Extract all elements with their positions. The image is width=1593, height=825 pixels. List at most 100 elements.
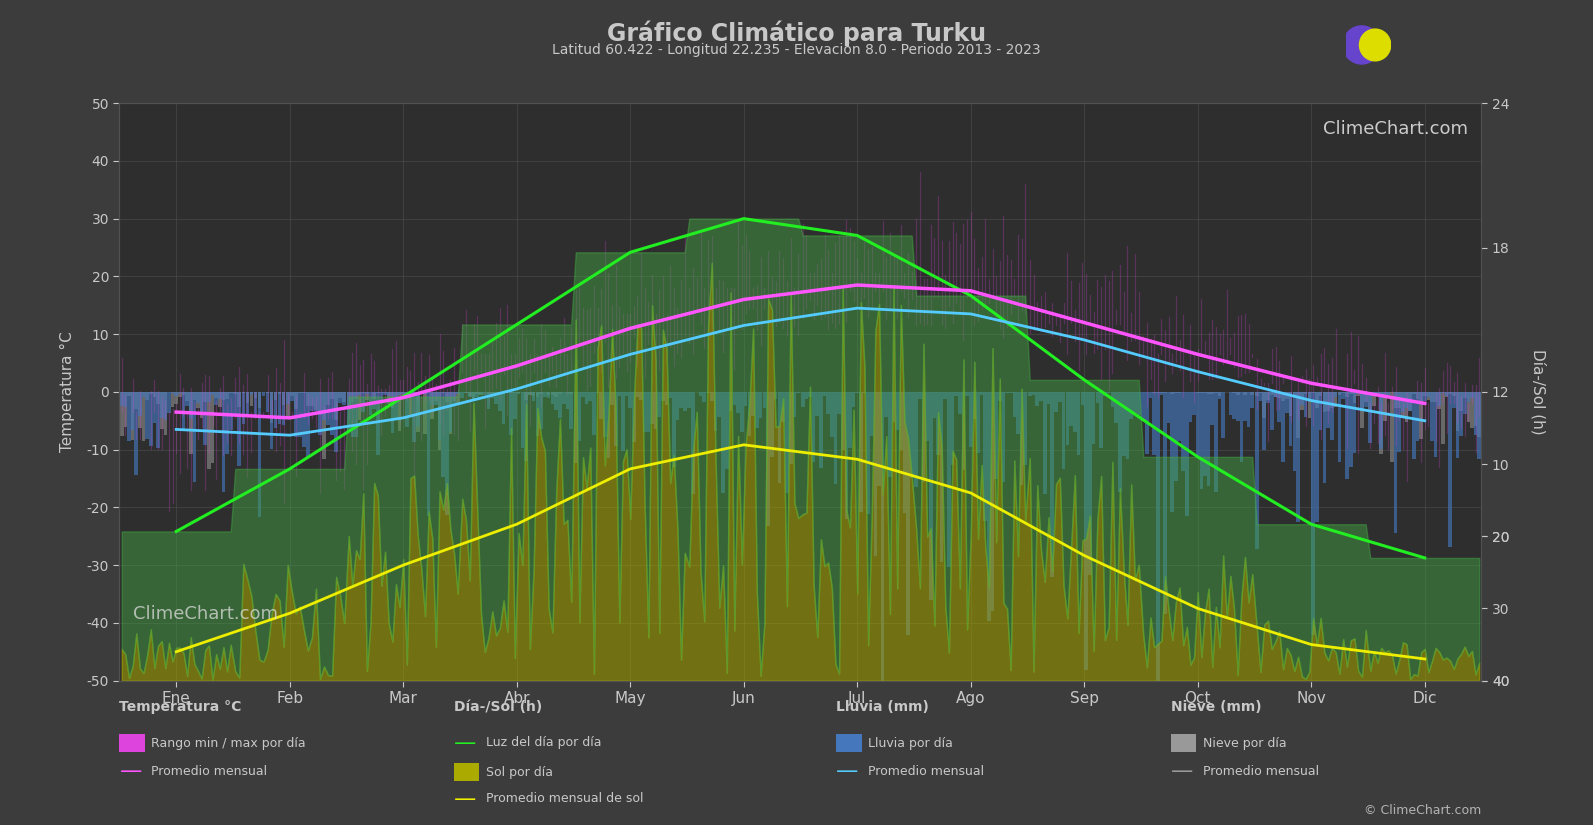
- Bar: [1077, 392, 1080, 455]
- Bar: [350, 392, 354, 402]
- Bar: [405, 392, 409, 427]
- Circle shape: [1359, 29, 1391, 61]
- Bar: [747, 392, 752, 436]
- Bar: [505, 392, 510, 393]
- Bar: [1278, 392, 1281, 398]
- Bar: [468, 392, 472, 396]
- Bar: [895, 392, 898, 430]
- Bar: [1416, 392, 1419, 441]
- Bar: [1214, 392, 1217, 394]
- Bar: [1386, 392, 1391, 395]
- Bar: [1278, 392, 1281, 422]
- Bar: [1043, 392, 1047, 494]
- Bar: [1233, 392, 1236, 418]
- Bar: [1289, 392, 1292, 446]
- Bar: [1214, 392, 1217, 492]
- Circle shape: [1343, 26, 1381, 64]
- Bar: [1286, 392, 1289, 398]
- Bar: [618, 392, 621, 395]
- Bar: [303, 392, 306, 446]
- Bar: [728, 392, 733, 411]
- Bar: [1311, 392, 1314, 393]
- Bar: [1002, 392, 1005, 482]
- Text: Promedio mensual de sol: Promedio mensual de sol: [486, 792, 644, 805]
- Bar: [393, 392, 398, 420]
- Bar: [338, 392, 342, 398]
- Bar: [714, 392, 717, 431]
- Bar: [1300, 392, 1303, 410]
- Bar: [303, 392, 306, 393]
- Bar: [699, 392, 703, 396]
- Bar: [234, 392, 237, 394]
- Bar: [475, 392, 479, 397]
- Bar: [830, 392, 833, 437]
- Bar: [1013, 392, 1016, 417]
- Bar: [532, 392, 535, 396]
- Text: © ClimeChart.com: © ClimeChart.com: [1364, 804, 1481, 817]
- Bar: [672, 392, 675, 468]
- Bar: [1380, 392, 1383, 449]
- Bar: [335, 392, 338, 451]
- Bar: [870, 392, 873, 436]
- Bar: [170, 392, 174, 393]
- Bar: [1423, 392, 1427, 400]
- Bar: [1171, 392, 1174, 394]
- Bar: [535, 392, 538, 398]
- Bar: [578, 392, 581, 441]
- Bar: [218, 392, 221, 407]
- Bar: [527, 392, 532, 394]
- Bar: [1341, 392, 1344, 398]
- Bar: [1263, 392, 1266, 450]
- Bar: [1448, 392, 1451, 394]
- Bar: [387, 392, 390, 404]
- Bar: [1338, 392, 1341, 395]
- Bar: [1270, 392, 1273, 430]
- Bar: [644, 392, 647, 432]
- Bar: [1427, 392, 1431, 400]
- Bar: [1397, 392, 1402, 408]
- Bar: [1142, 392, 1145, 422]
- Bar: [306, 392, 309, 458]
- Bar: [940, 392, 943, 562]
- Bar: [178, 392, 182, 398]
- Bar: [914, 392, 918, 488]
- Bar: [185, 392, 190, 401]
- Bar: [401, 392, 405, 394]
- Bar: [1316, 392, 1319, 521]
- Bar: [918, 392, 922, 399]
- Bar: [513, 392, 516, 418]
- Bar: [859, 392, 863, 512]
- Bar: [957, 392, 962, 414]
- Bar: [221, 392, 225, 399]
- Bar: [566, 392, 569, 408]
- Bar: [1456, 392, 1459, 458]
- Bar: [1442, 392, 1445, 444]
- Text: Luz del día por día: Luz del día por día: [486, 736, 602, 749]
- Bar: [142, 392, 145, 441]
- Bar: [409, 392, 413, 417]
- Bar: [929, 392, 932, 600]
- Bar: [717, 392, 722, 417]
- Bar: [182, 392, 185, 430]
- Bar: [314, 392, 317, 411]
- Bar: [185, 392, 190, 406]
- Bar: [741, 392, 744, 432]
- Bar: [250, 392, 253, 394]
- Bar: [1035, 392, 1039, 406]
- Bar: [1121, 392, 1126, 456]
- Bar: [954, 392, 957, 396]
- Bar: [524, 392, 527, 400]
- Bar: [675, 392, 679, 420]
- Bar: [833, 392, 838, 483]
- Bar: [1008, 392, 1013, 394]
- Bar: [1352, 392, 1356, 453]
- Bar: [873, 392, 878, 556]
- Bar: [980, 392, 983, 395]
- Text: Lluvia (mm): Lluvia (mm): [836, 700, 929, 714]
- Bar: [664, 392, 669, 405]
- Bar: [285, 392, 290, 418]
- Bar: [1300, 392, 1303, 405]
- Text: Gráfico Climático para Turku: Gráfico Climático para Turku: [607, 21, 986, 46]
- Bar: [703, 392, 706, 403]
- Bar: [838, 392, 841, 414]
